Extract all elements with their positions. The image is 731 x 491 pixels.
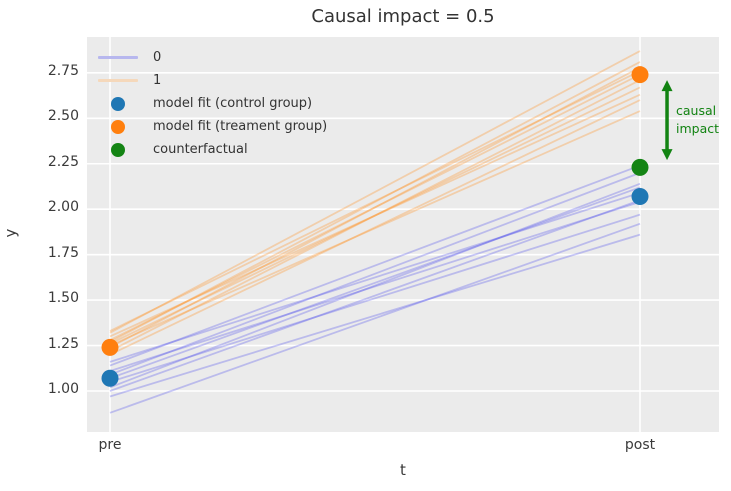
trajectory-line-group-1 (109, 99, 641, 356)
trajectory-line-group-1 (109, 79, 641, 352)
x-tick-label: post (624, 437, 656, 453)
y-tick-label: 1.50 (47, 290, 79, 307)
trajectory-line-group-0 (109, 171, 641, 376)
trajectory-line-group-1 (109, 70, 641, 332)
legend-item-control-fit: model fit (control group) (95, 92, 327, 115)
legend-label: 0 (153, 50, 162, 65)
trajectory-line-group-1 (109, 73, 641, 341)
y-tick-label: 2.25 (47, 153, 79, 170)
chart-title: Causal impact = 0.5 (311, 6, 495, 27)
marker-dot (101, 369, 119, 387)
causal-impact-label: impact (676, 121, 719, 136)
legend-item-counterfactual: counterfactual (95, 138, 327, 161)
trajectory-line-group-0 (109, 199, 641, 392)
plot-canvas: causal impact (87, 37, 719, 432)
trajectory-line-group-1 (109, 50, 641, 334)
marker-dot (101, 338, 119, 356)
trajectory-line-group-0 (109, 186, 641, 380)
legend-label: counterfactual (153, 142, 248, 157)
y-axis-label: y (1, 228, 20, 238)
marker-dot (631, 187, 649, 205)
trajectory-line-group-0 (109, 213, 641, 383)
y-tick-label: 2.00 (47, 199, 79, 216)
y-tick-label: 1.25 (47, 335, 79, 352)
trajectory-line-group-1 (109, 86, 641, 345)
trajectory-line-group-0 (109, 201, 641, 372)
legend-item-group1: 1 (95, 69, 327, 92)
trajectory-line-group-0 (109, 222, 641, 414)
x-tick-label: pre (98, 437, 122, 453)
line-swatch (95, 79, 141, 82)
trajectory-line-group-0 (109, 182, 641, 389)
y-tick-label: 1.00 (47, 381, 79, 397)
arrowhead-up-icon (661, 80, 673, 92)
trajectory-line-group-1 (109, 66, 641, 349)
trajectory-line-group-0 (109, 233, 641, 398)
causal-impact-label: causal (676, 103, 716, 118)
marker-dot (631, 66, 649, 84)
y-tick-label: 1.75 (47, 244, 79, 261)
marker-dot (631, 158, 649, 176)
y-tick-label: 2.75 (47, 62, 79, 79)
legend-label: 1 (153, 73, 162, 88)
dot-swatch (95, 96, 141, 111)
legend-item-group0: 0 (95, 46, 327, 69)
trajectory-line-group-0 (109, 191, 641, 363)
arrowhead-down-icon (661, 149, 673, 161)
trajectory-line-group-1 (109, 61, 641, 343)
legend-label: model fit (treament group) (153, 119, 328, 134)
trajectory-line-group-1 (109, 110, 641, 347)
x-axis-label: t (400, 461, 406, 479)
dot-swatch (95, 142, 141, 157)
trajectory-line-group-1 (109, 93, 641, 338)
legend: 0 1 model fit (control group) model fit … (95, 46, 327, 161)
line-swatch (95, 56, 141, 59)
plot-area: causal impact 0 1 model fit (control grou… (87, 37, 719, 432)
legend-item-treatment-fit: model fit (treament group) (95, 115, 327, 138)
dot-swatch (95, 119, 141, 134)
legend-label: model fit (control group) (153, 96, 313, 111)
trajectory-line-group-0 (109, 164, 641, 367)
y-tick-label: 2.50 (47, 108, 79, 125)
